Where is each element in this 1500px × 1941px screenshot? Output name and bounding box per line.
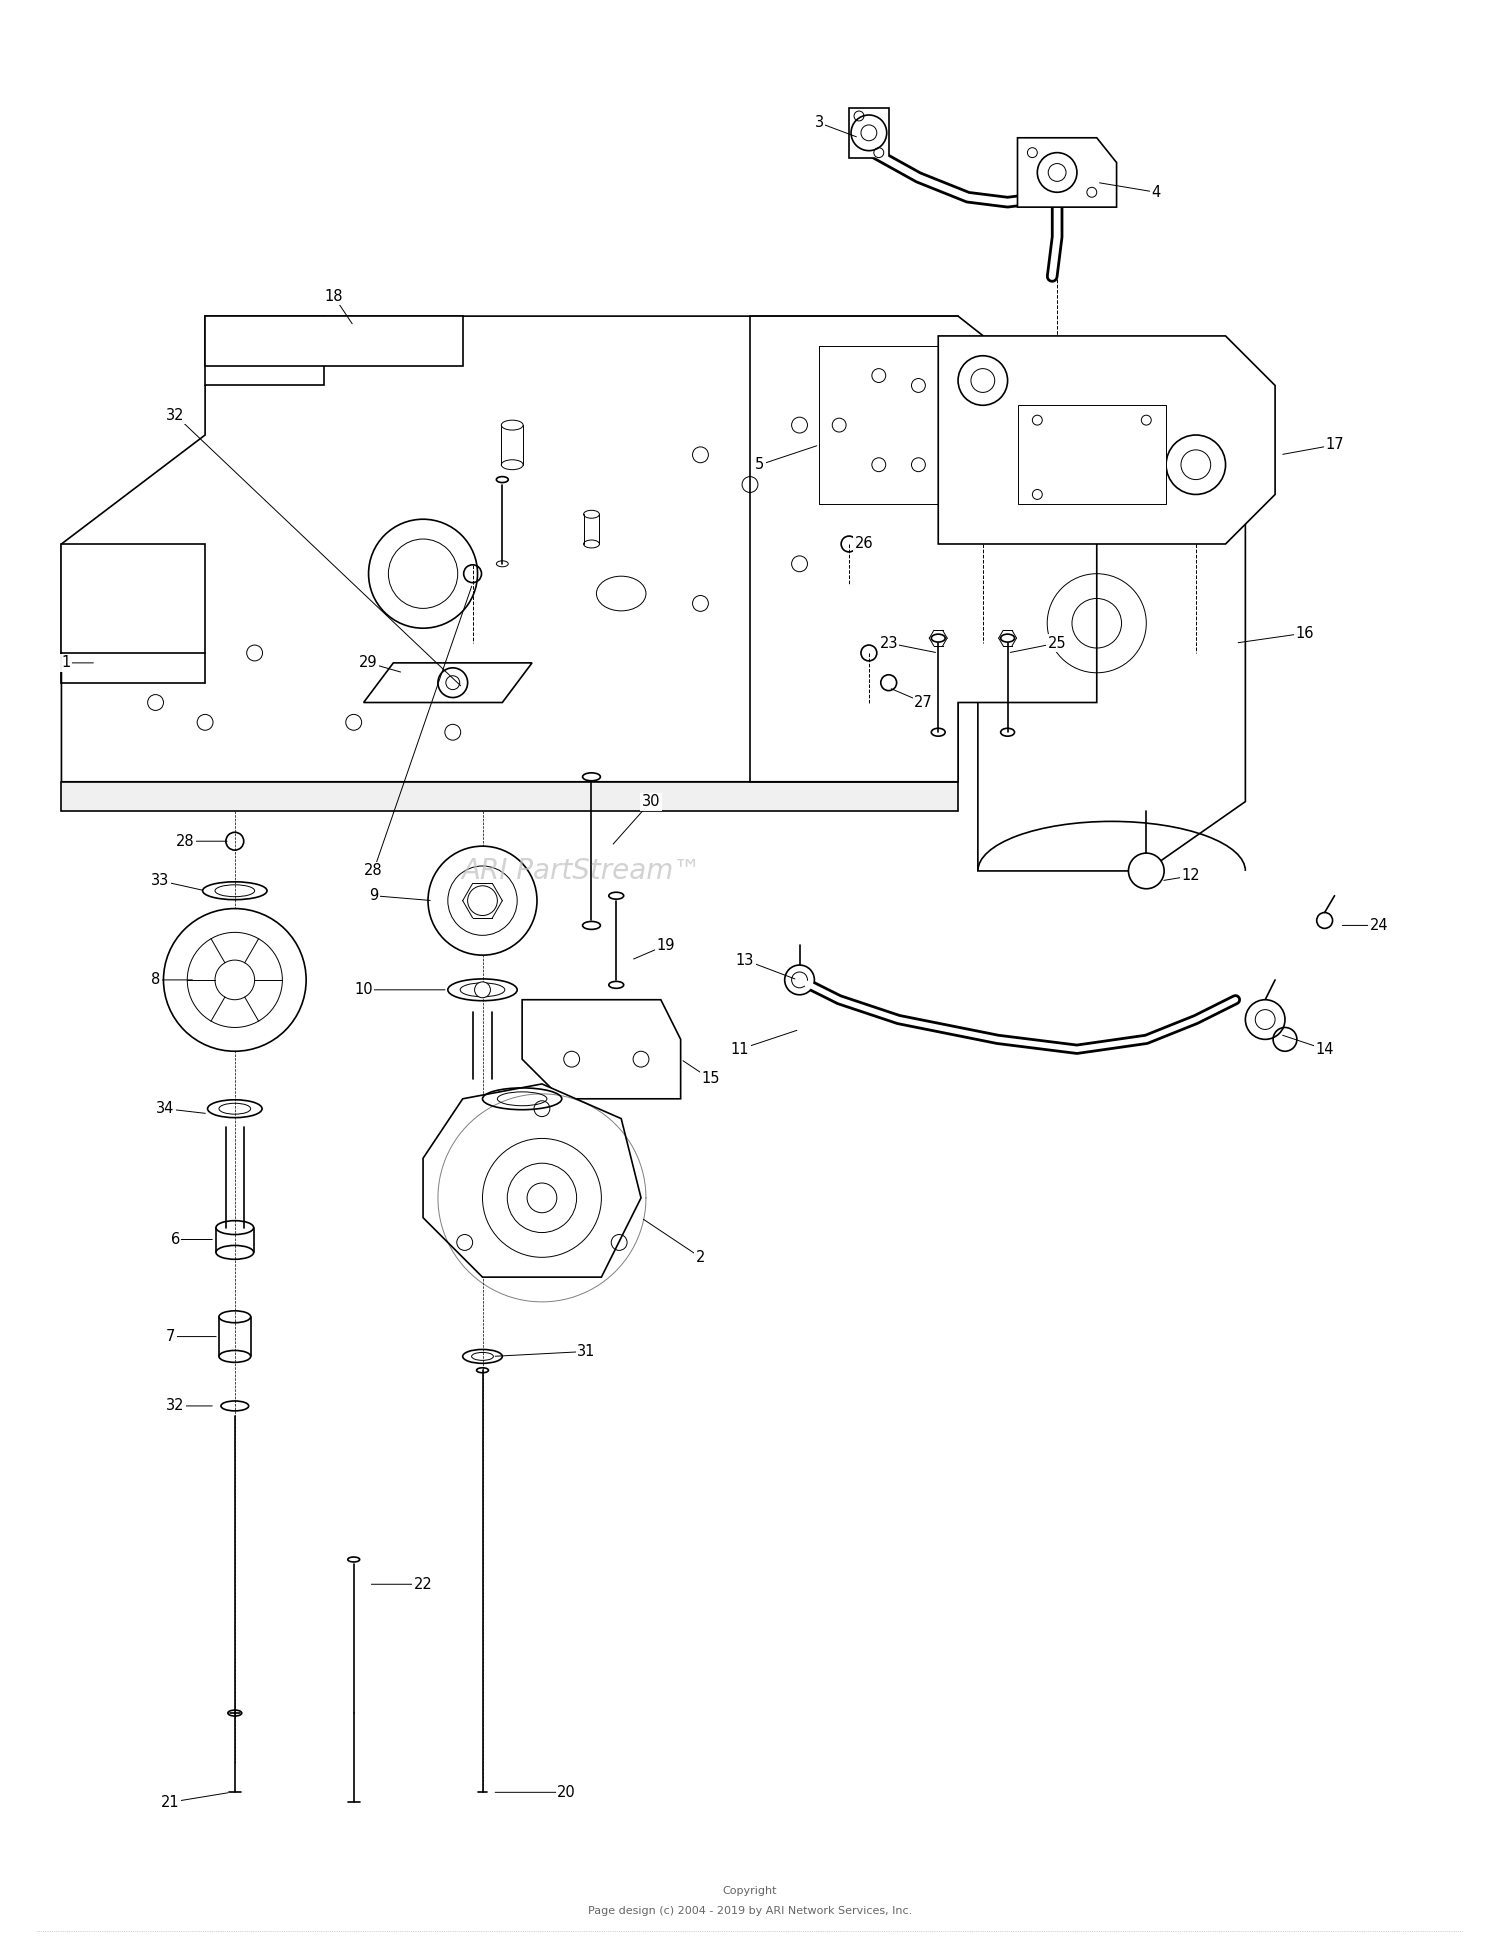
Text: 14: 14 xyxy=(1316,1042,1334,1056)
Text: 17: 17 xyxy=(1324,437,1344,452)
Polygon shape xyxy=(522,1000,681,1099)
Text: 29: 29 xyxy=(360,656,378,670)
Text: 25: 25 xyxy=(1048,635,1066,650)
Text: 5: 5 xyxy=(756,458,765,472)
Circle shape xyxy=(850,115,886,151)
Text: 24: 24 xyxy=(1370,918,1389,934)
Text: 12: 12 xyxy=(1182,868,1200,883)
Text: 10: 10 xyxy=(354,982,374,998)
Circle shape xyxy=(438,668,468,697)
Text: 31: 31 xyxy=(578,1343,596,1359)
Text: 16: 16 xyxy=(1296,625,1314,641)
Text: 8: 8 xyxy=(152,972,160,988)
Circle shape xyxy=(1128,854,1164,889)
Text: 34: 34 xyxy=(156,1101,174,1116)
Polygon shape xyxy=(1017,138,1116,208)
Text: 3: 3 xyxy=(815,115,824,130)
Circle shape xyxy=(958,355,1008,406)
Text: 28: 28 xyxy=(176,835,195,848)
Text: ARI PartStream™: ARI PartStream™ xyxy=(462,856,702,885)
Text: 7: 7 xyxy=(165,1330,176,1343)
Polygon shape xyxy=(938,336,1275,543)
Text: 32: 32 xyxy=(166,1398,184,1413)
Circle shape xyxy=(369,520,477,629)
Text: 32: 32 xyxy=(166,408,184,423)
Polygon shape xyxy=(62,782,958,811)
Polygon shape xyxy=(978,435,1245,872)
Text: 20: 20 xyxy=(558,1786,576,1799)
Polygon shape xyxy=(62,543,206,652)
Text: 15: 15 xyxy=(700,1071,720,1087)
Text: 26: 26 xyxy=(855,536,873,551)
Text: 13: 13 xyxy=(736,953,754,969)
Text: 22: 22 xyxy=(414,1576,432,1592)
Circle shape xyxy=(1245,1000,1286,1038)
Text: 4: 4 xyxy=(1152,184,1161,200)
Text: 19: 19 xyxy=(657,938,675,953)
Text: 33: 33 xyxy=(152,873,170,889)
Text: Page design (c) 2004 - 2019 by ARI Network Services, Inc.: Page design (c) 2004 - 2019 by ARI Netwo… xyxy=(588,1906,912,1916)
Polygon shape xyxy=(750,316,1096,782)
Polygon shape xyxy=(1017,406,1166,505)
Polygon shape xyxy=(849,109,888,157)
Circle shape xyxy=(1166,435,1226,495)
Text: 6: 6 xyxy=(171,1233,180,1246)
Text: 21: 21 xyxy=(160,1795,180,1809)
Text: 18: 18 xyxy=(324,289,344,305)
Text: 9: 9 xyxy=(369,889,378,903)
Circle shape xyxy=(784,965,814,996)
Text: 2: 2 xyxy=(696,1250,705,1266)
Text: 23: 23 xyxy=(879,635,898,650)
Polygon shape xyxy=(206,316,462,365)
Circle shape xyxy=(474,982,490,998)
Polygon shape xyxy=(62,316,958,782)
Text: 28: 28 xyxy=(364,864,382,879)
Text: Copyright: Copyright xyxy=(723,1887,777,1896)
Circle shape xyxy=(1038,153,1077,192)
Text: 1: 1 xyxy=(62,656,70,670)
Text: 11: 11 xyxy=(730,1042,750,1056)
Polygon shape xyxy=(206,316,324,386)
Circle shape xyxy=(427,846,537,955)
Polygon shape xyxy=(363,664,532,703)
Circle shape xyxy=(164,908,306,1052)
Polygon shape xyxy=(423,1083,640,1277)
Text: 30: 30 xyxy=(642,794,660,809)
Text: 27: 27 xyxy=(914,695,933,710)
